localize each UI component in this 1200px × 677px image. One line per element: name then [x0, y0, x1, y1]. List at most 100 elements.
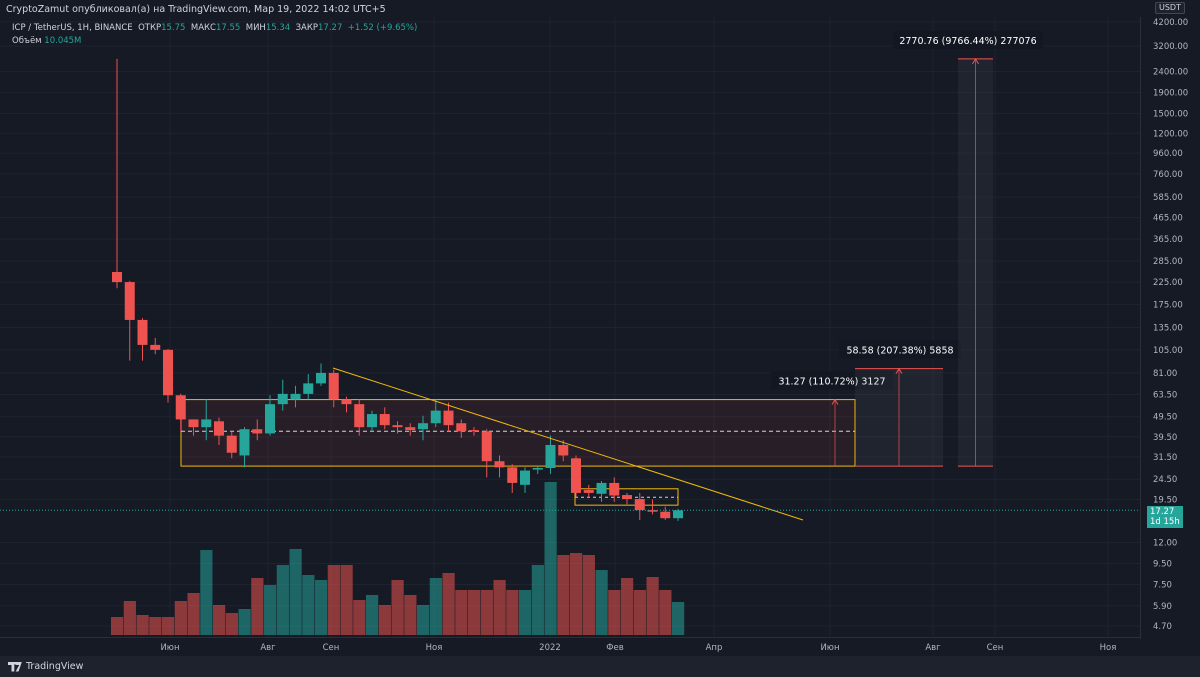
- candle-body: [469, 430, 479, 432]
- candle-body: [201, 419, 212, 428]
- candle-body: [609, 482, 620, 496]
- volume-bar: [544, 482, 557, 635]
- arrow-head-icon: [972, 57, 979, 65]
- price-tick-label: 31.50: [1153, 453, 1177, 463]
- volume-bar: [493, 580, 506, 635]
- volume-bar: [646, 577, 659, 635]
- volume-bar: [251, 578, 264, 635]
- price-axis-border: [1140, 17, 1141, 639]
- measure-label-bg: [771, 371, 893, 390]
- volume-bar: [570, 553, 583, 635]
- measure-label: 58.58 (207.38%) 5858: [846, 346, 953, 357]
- tradingview-brand[interactable]: TradingView: [26, 661, 84, 672]
- high-value: 17.55: [215, 23, 241, 33]
- arrow-head-icon: [831, 398, 839, 405]
- candle-body: [418, 423, 428, 430]
- volume-bar: [136, 615, 149, 635]
- symbol-label[interactable]: ICP / TetherUS, 1H, BINANCE: [12, 23, 133, 33]
- volume-bar: [659, 590, 672, 635]
- volume-bar: [162, 617, 175, 635]
- price-tick-label: 960.00: [1153, 149, 1183, 159]
- candle-body: [137, 319, 148, 345]
- candle-body: [634, 499, 645, 511]
- candle-body: [456, 423, 467, 432]
- price-tick-label: 1200.00: [1153, 129, 1188, 139]
- candle-body: [239, 429, 250, 456]
- close-value: 17.27: [318, 23, 343, 33]
- candle-body: [303, 383, 314, 394]
- currency-badge[interactable]: USDT: [1155, 2, 1185, 14]
- time-tick-label: Июн: [160, 643, 179, 653]
- candle-body: [571, 458, 581, 493]
- time-tick-label: Сен: [323, 643, 340, 653]
- candle-body: [163, 349, 173, 396]
- candle-body: [494, 461, 505, 468]
- low-value: 15.34: [265, 23, 291, 33]
- candle-body: [341, 399, 352, 405]
- candle-body: [481, 431, 492, 462]
- last-price: 17.27: [1150, 507, 1175, 517]
- volume-bar: [366, 595, 379, 635]
- trendline: [332, 367, 804, 521]
- candle-body: [290, 393, 301, 400]
- price-tick-label: 81.00: [1153, 369, 1177, 379]
- measure-label: 31.27 (110.72%) 3127: [778, 377, 885, 388]
- volume-bar: [442, 573, 455, 635]
- price-tick-label: 39.50: [1153, 433, 1177, 443]
- candle-body: [622, 495, 632, 500]
- candle-body: [277, 393, 288, 405]
- volume-bar: [289, 549, 302, 635]
- candle-body: [150, 344, 161, 350]
- price-chart[interactable]: 4200.00 3200.00 2400.00 1900.00 1500.00 1200.…: [0, 0, 1200, 656]
- candle-body: [175, 395, 186, 420]
- tradingview-logo-icon: [8, 661, 22, 672]
- time-tick-label: 2022: [539, 643, 561, 653]
- price-tick-label: 12.00: [1153, 539, 1177, 549]
- volume-bar: [174, 601, 187, 635]
- publish-header: CryptoZamut опубликовал(а) на TradingVie…: [0, 0, 900, 17]
- footer-bar: TradingView: [0, 656, 1200, 677]
- open-value: 15.75: [161, 23, 186, 33]
- volume-bar: [200, 550, 213, 635]
- time-tick-label: Сен: [987, 643, 1004, 653]
- price-tick-label: 63.50: [1153, 391, 1177, 401]
- price-tick-label: 4.70: [1153, 622, 1172, 632]
- volume-bar: [519, 590, 532, 635]
- volume-bar: [391, 580, 404, 635]
- volume-bar: [111, 617, 124, 635]
- time-tick-label: Авг: [925, 643, 941, 653]
- price-tick-label: 585.00: [1153, 193, 1183, 203]
- bar-countdown: 1d 15h: [1150, 517, 1180, 527]
- price-tick-label: 1500.00: [1153, 109, 1188, 119]
- candle-body: [112, 272, 122, 283]
- volume-bar: [264, 585, 277, 635]
- volume-bar: [378, 605, 391, 635]
- volume-bar: [187, 593, 200, 635]
- volume-bar: [123, 601, 136, 635]
- volume-bar: [340, 565, 353, 635]
- candle-body: [265, 404, 275, 434]
- volume-bar: [531, 565, 544, 635]
- volume-bar: [353, 600, 366, 635]
- publish-line: CryptoZamut опубликовал(а) на TradingVie…: [6, 4, 386, 15]
- measure-label: 2770.76 (9766.44%) 277076: [899, 36, 1036, 47]
- volume-bar: [276, 565, 289, 635]
- candle-body: [558, 445, 569, 456]
- volume-value: 10.045M: [44, 36, 82, 46]
- volume-bar: [633, 590, 646, 635]
- price-tick-label: 24.50: [1153, 475, 1177, 485]
- candle-body: [520, 470, 530, 485]
- volume-bar: [302, 575, 315, 635]
- volume-bar: [315, 580, 328, 635]
- candle-body: [443, 410, 454, 426]
- volume-bar: [213, 605, 226, 635]
- candle-body: [532, 467, 543, 470]
- candle-body: [673, 510, 683, 519]
- price-tick-label: 2400.00: [1153, 68, 1188, 78]
- change-value: +1.52 (+9.65%): [347, 23, 418, 33]
- volume-bar: [327, 565, 340, 635]
- candle-body: [545, 445, 556, 468]
- candle-body: [596, 482, 607, 494]
- candle-body: [354, 404, 365, 428]
- price-tick-label: 465.00: [1153, 214, 1183, 224]
